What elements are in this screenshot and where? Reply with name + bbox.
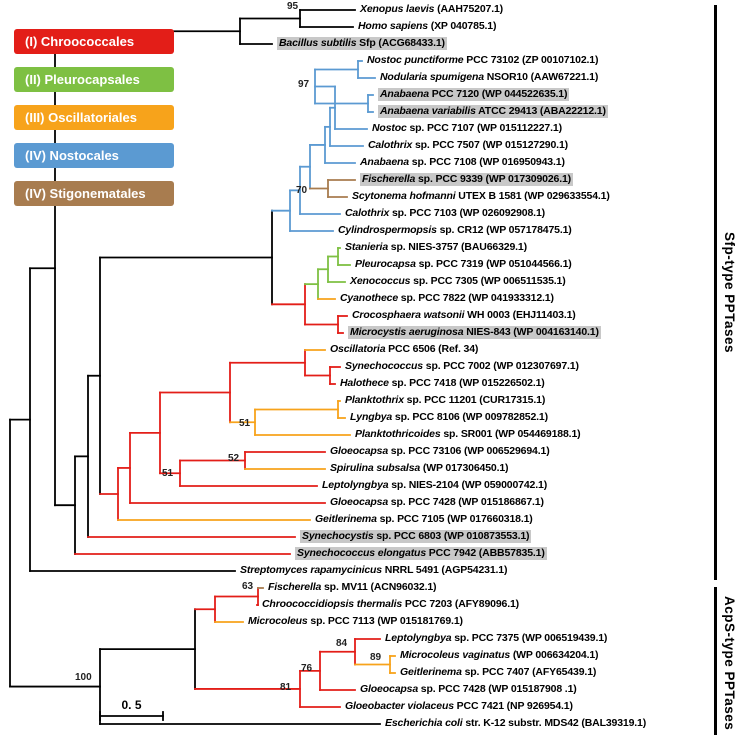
taxon-label: Microcoleus vaginatus (WP 006634204.1) [400, 649, 599, 661]
taxon-label: Synechocystis sp. PCC 6803 (WP 010873553… [300, 530, 532, 543]
legend-item-red: (I) Chroococcales [14, 29, 174, 54]
bootstrap-value: 89 [370, 652, 382, 663]
sfp-group-bracket [714, 5, 717, 580]
taxon-label: Microcystis aeruginosa NIES-843 (WP 0041… [348, 326, 601, 339]
acps-group-label: AcpS-type PPTases [722, 596, 737, 731]
taxon-label: Synechococcus elongatus PCC 7942 (ABB578… [295, 547, 547, 560]
taxon-label: Cylindrospermopsis sp. CR12 (WP 05717847… [338, 224, 572, 236]
taxon-label: Geitlerinema sp. PCC 7407 (AFY65439.1) [400, 666, 597, 678]
taxon-label: Oscillatoria PCC 6506 (Ref. 34) [330, 343, 479, 355]
taxon-label: Scytonema hofmanni UTEX B 1581 (WP 02963… [352, 190, 610, 202]
bootstrap-value: 95 [287, 1, 299, 12]
taxon-label: Anabaena PCC 7120 (WP 044522635.1) [378, 88, 570, 101]
taxon-label: Nodularia spumigena NSOR10 (AAW67221.1) [380, 71, 599, 83]
taxon-label: Streptomyces rapamycinicus NRRL 5491 (AG… [240, 564, 508, 576]
taxon-label: Nostoc sp. PCC 7107 (WP 015112227.1) [372, 122, 562, 134]
bootstrap-value: 100 [75, 672, 92, 683]
taxon-label: Microcoleus sp. PCC 7113 (WP 015181769.1… [248, 615, 463, 627]
taxon-label: Fischerella sp. PCC 9339 (WP 017309026.1… [360, 173, 574, 186]
bootstrap-value: 63 [242, 581, 254, 592]
legend-item-orange: (III) Oscillatoriales [14, 105, 174, 130]
taxon-label: Pleurocapsa sp. PCC 7319 (WP 051044566.1… [355, 258, 572, 270]
bootstrap-value: 97 [298, 79, 310, 90]
taxon-label: Xenococcus sp. PCC 7305 (WP 006511535.1) [350, 275, 566, 287]
legend-item-blue: (IV) Nostocales [14, 143, 174, 168]
taxon-label: Planktothricoides sp. SR001 (WP 05446918… [355, 428, 581, 440]
legend-item-green: (II) Pleurocapsales [14, 67, 174, 92]
bootstrap-value: 76 [301, 663, 313, 674]
taxon-label: Geitlerinema sp. PCC 7105 (WP 017660318.… [315, 513, 533, 525]
taxon-label: Spirulina subsalsa (WP 017306450.1) [330, 462, 509, 474]
taxon-label: Calothrix sp. PCC 7103 (WP 026092908.1) [345, 207, 545, 219]
taxon-label: Crocosphaera watsonii WH 0003 (EHJ11403.… [352, 309, 576, 321]
bootstrap-value: 70 [296, 185, 308, 196]
taxon-label: Halothece sp. PCC 7418 (WP 015226502.1) [340, 377, 545, 389]
acps-group-bracket [714, 587, 717, 735]
taxon-label: Anabaena sp. PCC 7108 (WP 016950943.1) [360, 156, 565, 168]
taxon-label: Gloeocapsa sp. PCC 73106 (WP 006529694.1… [330, 445, 550, 457]
taxon-label: Stanieria sp. NIES-3757 (BAU66329.1) [345, 241, 527, 253]
bootstrap-value: 51 [239, 418, 251, 429]
taxon-label: Homo sapiens (XP 040785.1) [358, 20, 497, 32]
scale-bar-label: 0. 5 [121, 698, 142, 712]
bootstrap-value: 51 [162, 468, 174, 479]
taxon-label: Fischerella sp. MV11 (ACN96032.1) [268, 581, 437, 593]
taxon-label: Gloeocapsa sp. PCC 7428 (WP 015187908 .1… [360, 683, 577, 695]
taxon-label: Synechococcus sp. PCC 7002 (WP 012307697… [345, 360, 579, 372]
taxon-label: Escherichia coli str. K-12 substr. MDS42… [385, 717, 647, 729]
taxon-label: Chroococcidiopsis thermalis PCC 7203 (AF… [262, 598, 520, 610]
bootstrap-value: 52 [228, 453, 240, 464]
bootstrap-value: 81 [280, 682, 292, 693]
taxon-label: Gloeocapsa sp. PCC 7428 (WP 015186867.1) [330, 496, 544, 508]
taxon-label: Xenopus laevis (AAH75207.1) [360, 3, 504, 15]
taxon-label: Planktothrix sp. PCC 11201 (CUR17315.1) [345, 394, 546, 406]
taxon-label: Leptolyngbya sp. PCC 7375 (WP 006519439.… [385, 632, 608, 644]
taxon-label: Cyanothece sp. PCC 7822 (WP 041933312.1) [340, 292, 554, 304]
bootstrap-value: 84 [336, 638, 348, 649]
taxon-label: Bacillus subtilis Sfp (ACG68433.1) [277, 37, 447, 50]
taxon-label: Calothrix sp. PCC 7507 (WP 015127290.1) [368, 139, 568, 151]
taxon-label: Nostoc punctiforme PCC 73102 (ZP 0010710… [367, 54, 599, 66]
sfp-group-label: Sfp-type PPTases [722, 232, 737, 354]
legend-item-brown: (IV) Stigonematales [14, 181, 174, 206]
taxon-label: Lyngbya sp. PCC 8106 (WP 009782852.1) [350, 411, 548, 423]
taxon-label: Anabaena variabilis ATCC 29413 (ABA22212… [378, 105, 608, 118]
taxon-label: Gloeobacter violaceus PCC 7421 (NP 92695… [345, 700, 573, 712]
taxon-label: Leptolyngbya sp. NIES-2104 (WP 059000742… [322, 479, 548, 491]
